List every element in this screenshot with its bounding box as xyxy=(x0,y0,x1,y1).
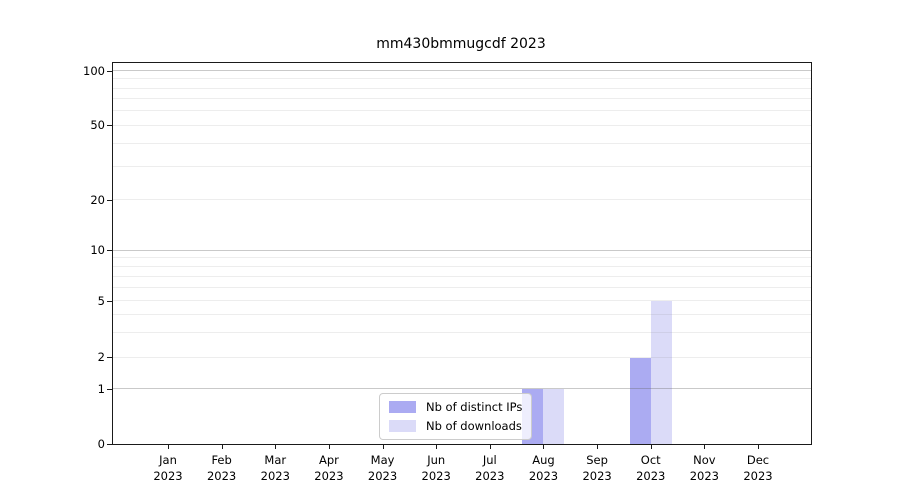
gridline-minor xyxy=(113,78,811,80)
chart-title: mm430bmmugcdf 2023 xyxy=(376,36,546,52)
legend-label: Nb of downloads xyxy=(426,419,522,433)
x-tick-label: Nov 2023 xyxy=(689,453,719,483)
y-tick-label: 50 xyxy=(90,118,105,133)
gridline-minor xyxy=(113,166,811,168)
gridline-minor xyxy=(113,313,811,315)
gridline-minor xyxy=(113,199,811,201)
legend-swatch xyxy=(389,401,416,413)
legend-swatch xyxy=(389,420,416,432)
x-tick-label: Sep 2023 xyxy=(582,453,612,483)
x-tick-mark xyxy=(382,444,384,449)
gridline-major xyxy=(113,388,811,390)
gridline-minor xyxy=(113,356,811,358)
x-tick-mark xyxy=(650,444,652,449)
gridline-minor xyxy=(113,110,811,112)
x-tick-mark xyxy=(168,444,169,449)
y-axis: 0 1 2 5 10 20 50 100 xyxy=(83,63,811,450)
bar-distinct-ips-oct xyxy=(629,357,651,444)
y-tick-mark xyxy=(107,199,113,201)
y-tick-mark xyxy=(107,388,113,390)
x-tick-label: Jul 2023 xyxy=(475,453,505,483)
y-tick-mark xyxy=(107,70,113,72)
y-tick-mark xyxy=(107,125,113,127)
y-tick-label: 5 xyxy=(97,293,105,308)
y-tick-mark xyxy=(107,357,113,359)
gridline-minor xyxy=(113,98,811,100)
x-tick-mark xyxy=(221,444,223,449)
gridline-minor xyxy=(113,142,811,144)
gridline-minor xyxy=(113,266,811,268)
gridline-major xyxy=(113,70,811,72)
legend-entry: Nb of downloads xyxy=(389,419,522,433)
y-tick-label: 20 xyxy=(90,192,105,207)
x-tick-label: Aug 2023 xyxy=(528,453,559,483)
gridline-minor xyxy=(113,331,811,333)
x-tick-mark xyxy=(328,444,330,449)
bar-downloads-oct xyxy=(650,301,672,444)
y-tick-label: 1 xyxy=(97,381,105,396)
x-tick-label: Apr 2023 xyxy=(314,453,344,483)
x-tick-label: Dec 2023 xyxy=(743,453,773,483)
x-tick-label: Jan 2023 xyxy=(153,453,183,483)
x-tick-label: Jun 2023 xyxy=(421,453,451,483)
gridline-minor xyxy=(113,124,811,126)
x-tick-mark xyxy=(489,444,491,449)
x-tick-label: Feb 2023 xyxy=(206,453,237,483)
x-tick-mark xyxy=(758,444,759,449)
x-tick-mark xyxy=(436,444,438,449)
x-tick-mark xyxy=(543,444,545,449)
gridline-minor xyxy=(113,286,811,288)
y-tick-label: 10 xyxy=(90,243,105,258)
gridline-minor xyxy=(113,300,811,302)
x-tick-label: Mar 2023 xyxy=(260,453,290,483)
bar-downloads-aug xyxy=(543,389,565,444)
x-tick-label: May 2023 xyxy=(367,453,398,483)
x-tick-mark xyxy=(597,444,599,449)
y-tick-label: 0 xyxy=(97,436,105,451)
legend-entry: Nb of distinct IPs xyxy=(389,400,522,414)
gridline-minor xyxy=(113,275,811,277)
y-tick-mark xyxy=(107,443,113,445)
gridline-minor xyxy=(113,257,811,259)
x-tick-mark xyxy=(275,444,277,449)
y-tick-mark xyxy=(107,250,113,252)
gridline-major xyxy=(113,249,811,251)
x-tick-label: Oct 2023 xyxy=(636,453,666,483)
gridline-minor xyxy=(113,87,811,89)
plot-area: 0 1 2 5 10 20 50 100 Jan 2023 Feb 2023 Mar 2023 Ap… xyxy=(83,62,812,483)
y-tick-label: 2 xyxy=(97,350,105,365)
x-tick-mark xyxy=(704,444,706,449)
y-tick-label: 100 xyxy=(83,63,105,78)
legend-label: Nb of distinct IPs xyxy=(426,400,523,414)
x-axis: Jan 2023 Feb 2023 Mar 2023 Apr 2023 May 2023… xyxy=(113,63,811,483)
y-tick-mark xyxy=(107,300,113,302)
legend: Nb of distinct IPs Nb of downloads xyxy=(379,393,533,440)
gridlines-layer xyxy=(113,63,811,444)
